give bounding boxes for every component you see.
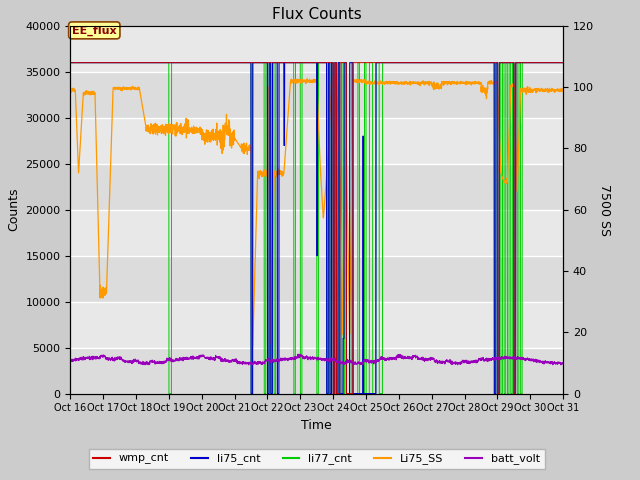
Bar <box>70 164 563 210</box>
Title: Flux Counts: Flux Counts <box>272 7 362 22</box>
Bar <box>70 26 563 72</box>
Bar <box>70 72 563 118</box>
Bar <box>70 210 563 256</box>
Bar <box>70 118 563 164</box>
Text: EE_flux: EE_flux <box>72 25 116 36</box>
Y-axis label: Counts: Counts <box>7 188 20 231</box>
X-axis label: Time: Time <box>301 419 332 432</box>
Y-axis label: 7500 SS: 7500 SS <box>598 184 611 236</box>
Bar <box>70 301 563 348</box>
Bar <box>70 256 563 301</box>
Legend: wmp_cnt, li75_cnt, li77_cnt, Li75_SS, batt_volt: wmp_cnt, li75_cnt, li77_cnt, Li75_SS, ba… <box>89 449 545 469</box>
Bar <box>70 348 563 394</box>
